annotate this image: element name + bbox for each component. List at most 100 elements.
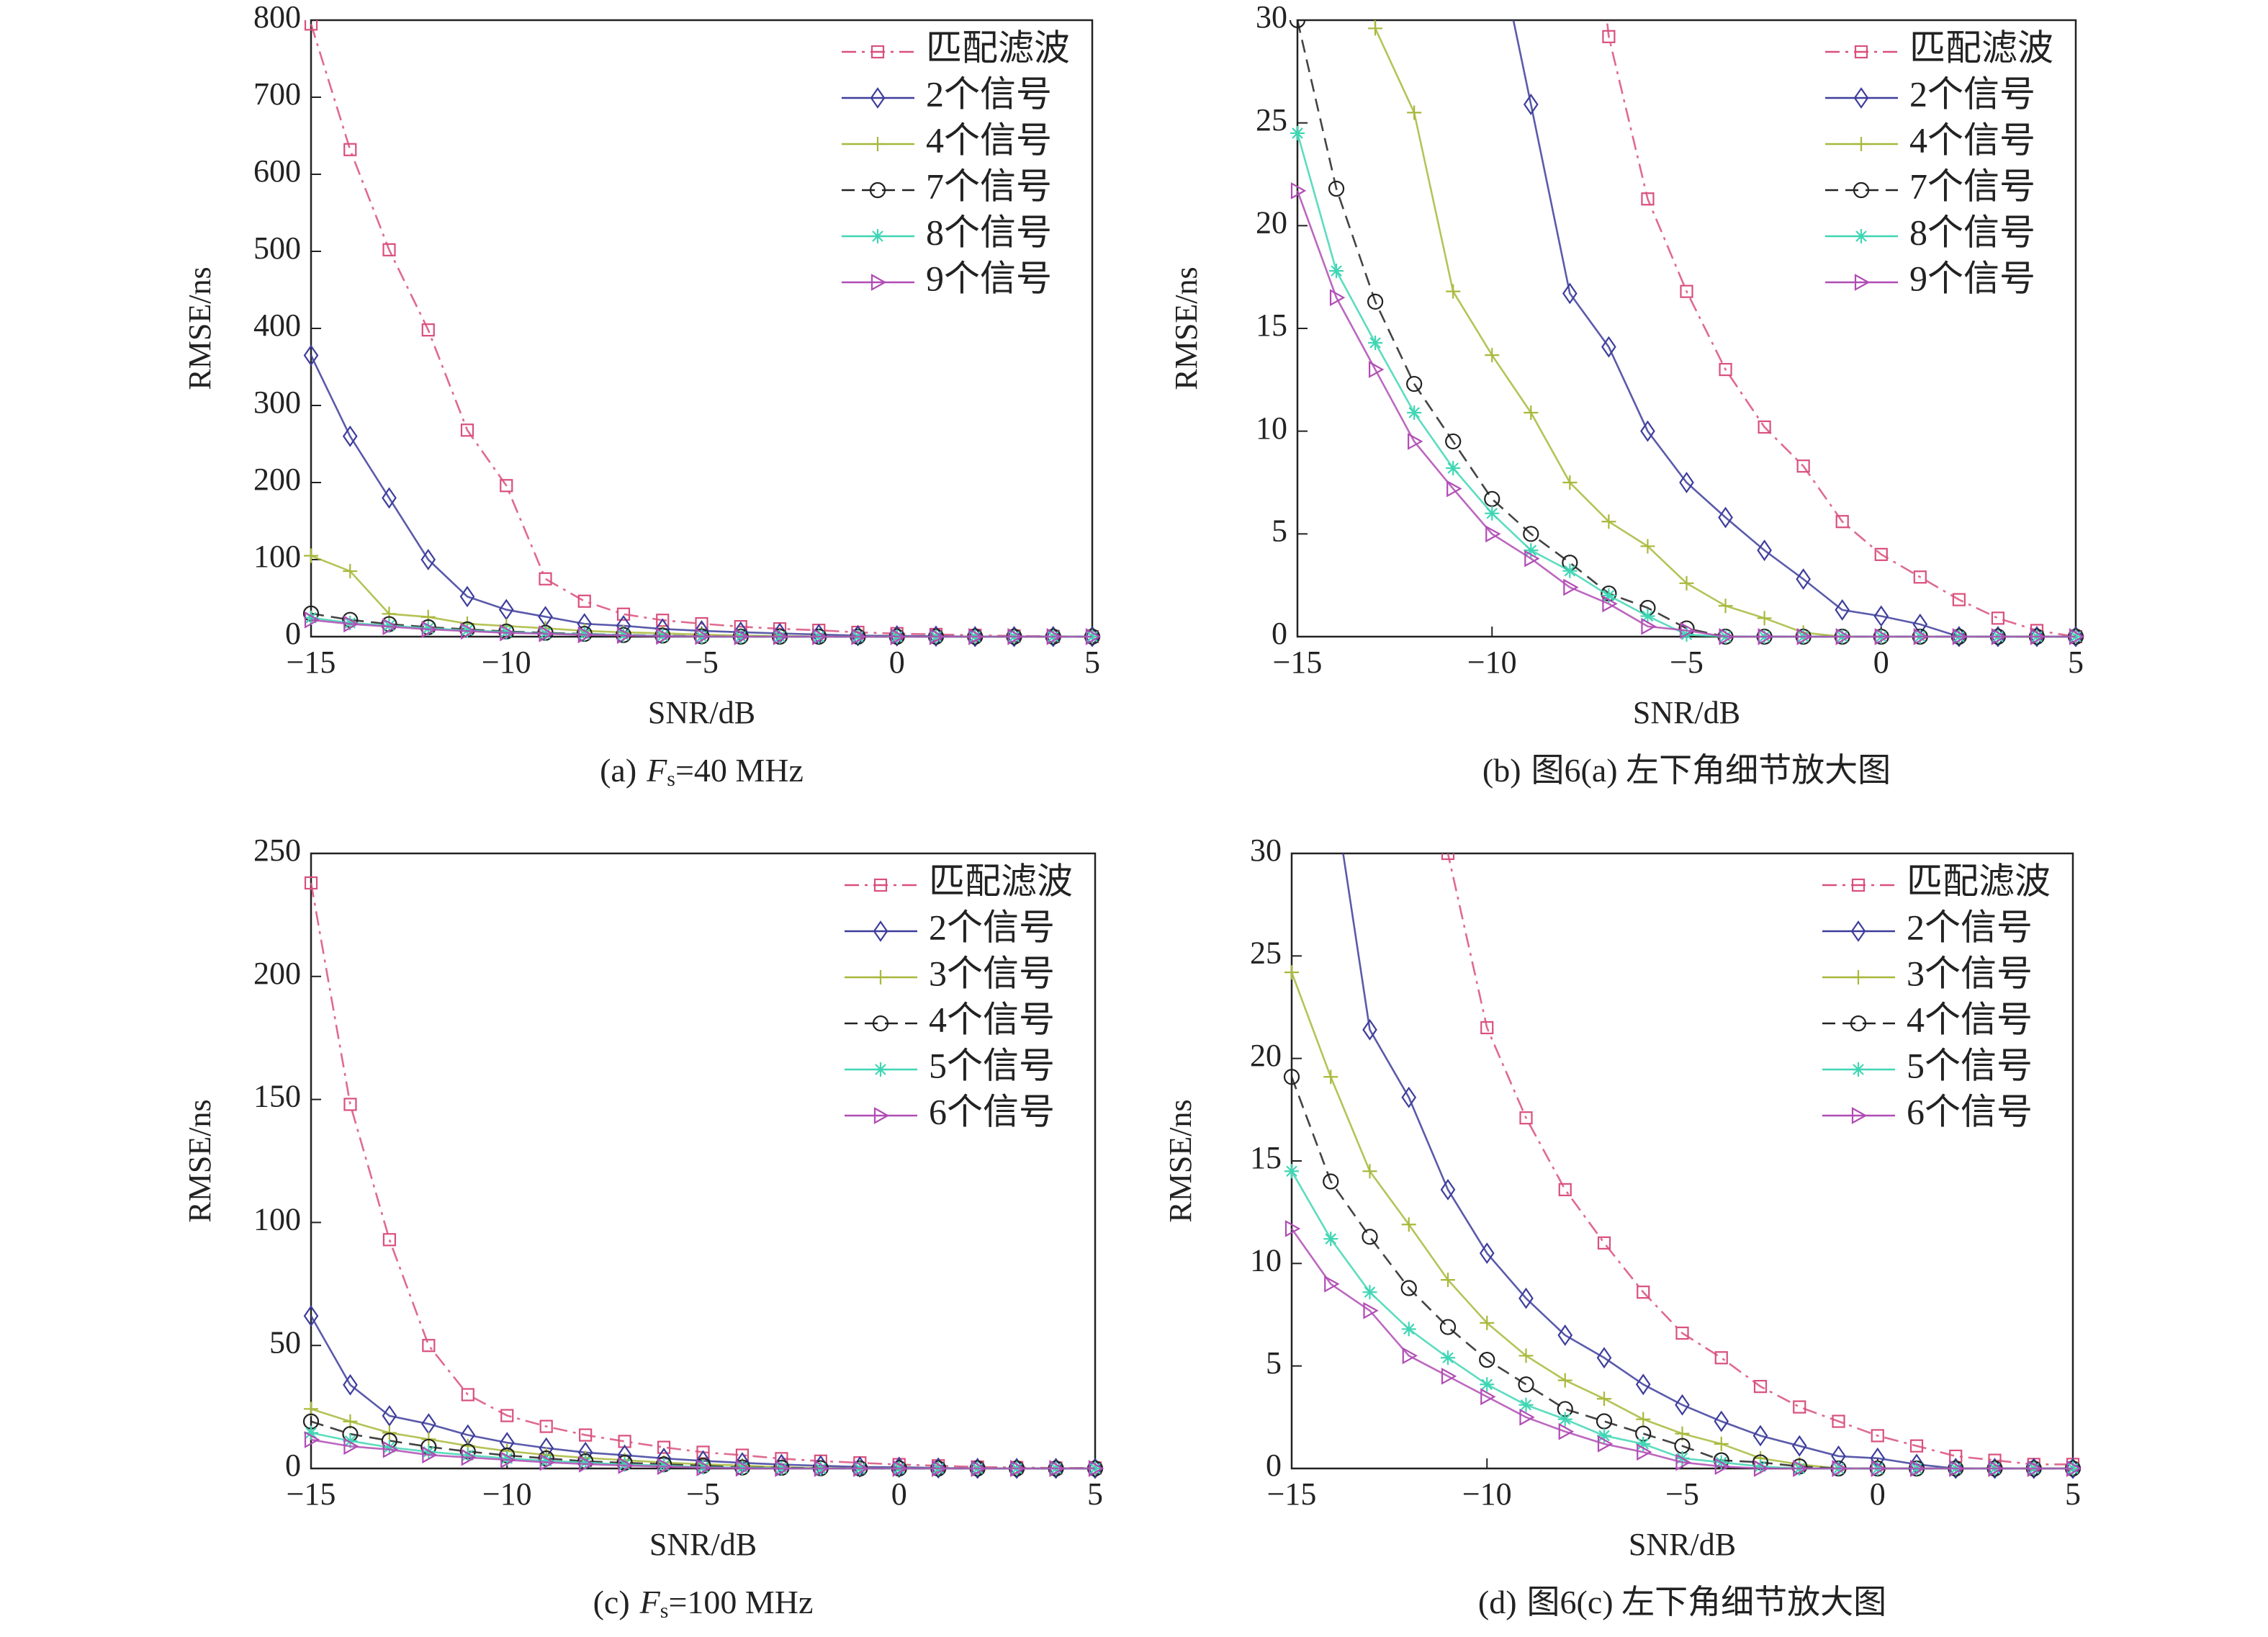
marker-asterisk	[1851, 1062, 1866, 1077]
y-axis-label: RMSE/ns	[182, 1099, 217, 1222]
marker-triangle	[1284, 1220, 1301, 1237]
marker-triangle	[814, 1460, 830, 1477]
y-tick-label: 250	[253, 833, 301, 868]
marker-triangle	[304, 611, 320, 629]
marker-triangle	[1085, 628, 1102, 645]
y-tick-label: 15	[1256, 308, 1287, 343]
marker-triangle	[1558, 1422, 1575, 1440]
marker-diamond	[1757, 539, 1772, 562]
marker-triangle	[421, 620, 438, 638]
marker-asterisk	[873, 1062, 888, 1077]
marker-diamond	[873, 920, 888, 942]
marker-diamond	[1045, 626, 1061, 647]
marker-triangle	[1796, 628, 1812, 645]
marker-square	[1602, 30, 1616, 43]
marker-square	[1851, 878, 1866, 892]
marker-asterisk	[1290, 125, 1305, 140]
y-axis-label: RMSE/ns	[1169, 266, 1204, 390]
y-tick-label: 600	[253, 153, 301, 189]
marker-plus	[304, 548, 318, 563]
marker-plus	[1597, 1391, 1611, 1407]
legend: 匹配滤波 2个信号 3个信号 4个信号 5个信号 6个信号	[1822, 861, 2051, 1131]
x-tick-label: −15	[287, 1476, 336, 1512]
legend-label: 4个信号	[929, 999, 1055, 1039]
marker-triangle	[1009, 1460, 1026, 1477]
marker-diamond	[1518, 1287, 1534, 1309]
x-tick-label: 5	[1084, 645, 1100, 680]
marker-plus	[1640, 539, 1655, 554]
marker-plus	[1407, 105, 1422, 120]
marker-triangle	[873, 1107, 890, 1124]
marker-diamond	[1791, 1435, 1807, 1457]
marker-triangle	[870, 274, 887, 291]
marker-square	[1641, 192, 1655, 206]
legend-label: 6个信号	[929, 1091, 1055, 1131]
caption: (d) 图6(c) 左下角细节放大图	[1478, 1584, 1886, 1620]
marker-diamond	[303, 1305, 319, 1327]
marker-square	[1680, 284, 1693, 298]
marker-diamond	[1987, 1458, 2002, 1479]
marker-triangle	[422, 1446, 438, 1464]
marker-square	[1874, 547, 1888, 561]
x-tick-label: −5	[686, 1476, 720, 1512]
marker-square	[1952, 593, 1966, 606]
marker-triangle	[1088, 1460, 1104, 1477]
series-line	[1606, 20, 2076, 638]
x-tick-label: −5	[685, 645, 719, 680]
marker-diamond	[1853, 87, 1869, 109]
marker-diamond	[1596, 1347, 1612, 1369]
legend-label: 9个信号	[926, 258, 1052, 298]
marker-triangle	[1441, 1368, 1457, 1385]
legend-label: 7个信号	[926, 166, 1052, 206]
marker-diamond	[1990, 626, 2006, 647]
series-line	[310, 23, 1093, 638]
marker-diamond	[1362, 1018, 1377, 1041]
marker-triangle	[929, 628, 945, 645]
marker-square	[421, 323, 435, 337]
marker-asterisk	[539, 1453, 554, 1468]
y-tick-label: 5	[1266, 1345, 1282, 1381]
legend: 匹配滤波 2个信号 4个信号 7个信号 8个信号 9个信号	[1825, 27, 2053, 298]
marker-triangle	[1602, 595, 1618, 613]
marker-diamond	[1401, 1086, 1417, 1108]
marker-diamond	[1873, 605, 1889, 627]
marker-circle	[1323, 1173, 1339, 1190]
series-line	[1342, 853, 2073, 1470]
marker-plus	[1562, 475, 1578, 490]
marker-asterisk	[1636, 1436, 1651, 1451]
marker-asterisk	[1562, 563, 1578, 578]
x-tick-label: −15	[1273, 645, 1323, 680]
marker-asterisk	[1854, 229, 1868, 243]
marker-circle	[1523, 526, 1539, 542]
y-axis-label: RMSE/ns	[1163, 1099, 1198, 1222]
y-tick-label: 10	[1250, 1242, 1282, 1278]
legend-label: 7个信号	[1909, 166, 2035, 206]
y-tick-label: 150	[253, 1079, 301, 1114]
marker-square	[1480, 1021, 1494, 1035]
marker-triangle	[1832, 1460, 1848, 1477]
marker-triangle	[734, 628, 750, 645]
marker-diamond	[2026, 1458, 2042, 1479]
y-tick-label: 20	[1250, 1038, 1282, 1073]
marker-diamond	[1948, 1458, 1963, 1479]
marker-triangle	[1597, 1435, 1614, 1453]
marker-square	[500, 479, 513, 493]
marker-triangle	[1637, 1443, 1652, 1461]
caption-label: (c)	[593, 1584, 630, 1620]
marker-square	[1871, 1429, 1884, 1443]
marker-diamond	[2065, 1458, 2081, 1479]
marker-circle	[1445, 433, 1462, 450]
marker-diamond	[1718, 506, 1733, 529]
x-tick-label: −15	[1267, 1476, 1317, 1512]
caption-symbol: F	[639, 1584, 661, 1620]
legend-label: 4个信号	[1907, 999, 2033, 1039]
marker-diamond	[1523, 94, 1539, 115]
marker-circle	[1518, 1376, 1534, 1393]
marker-triangle	[1485, 525, 1501, 543]
marker-circle	[1289, 20, 1306, 29]
marker-asterisk	[1368, 335, 1383, 350]
marker-plus	[343, 564, 358, 579]
marker-circle	[869, 181, 886, 199]
marker-square	[1719, 362, 1732, 377]
marker-diamond	[1009, 1458, 1025, 1479]
